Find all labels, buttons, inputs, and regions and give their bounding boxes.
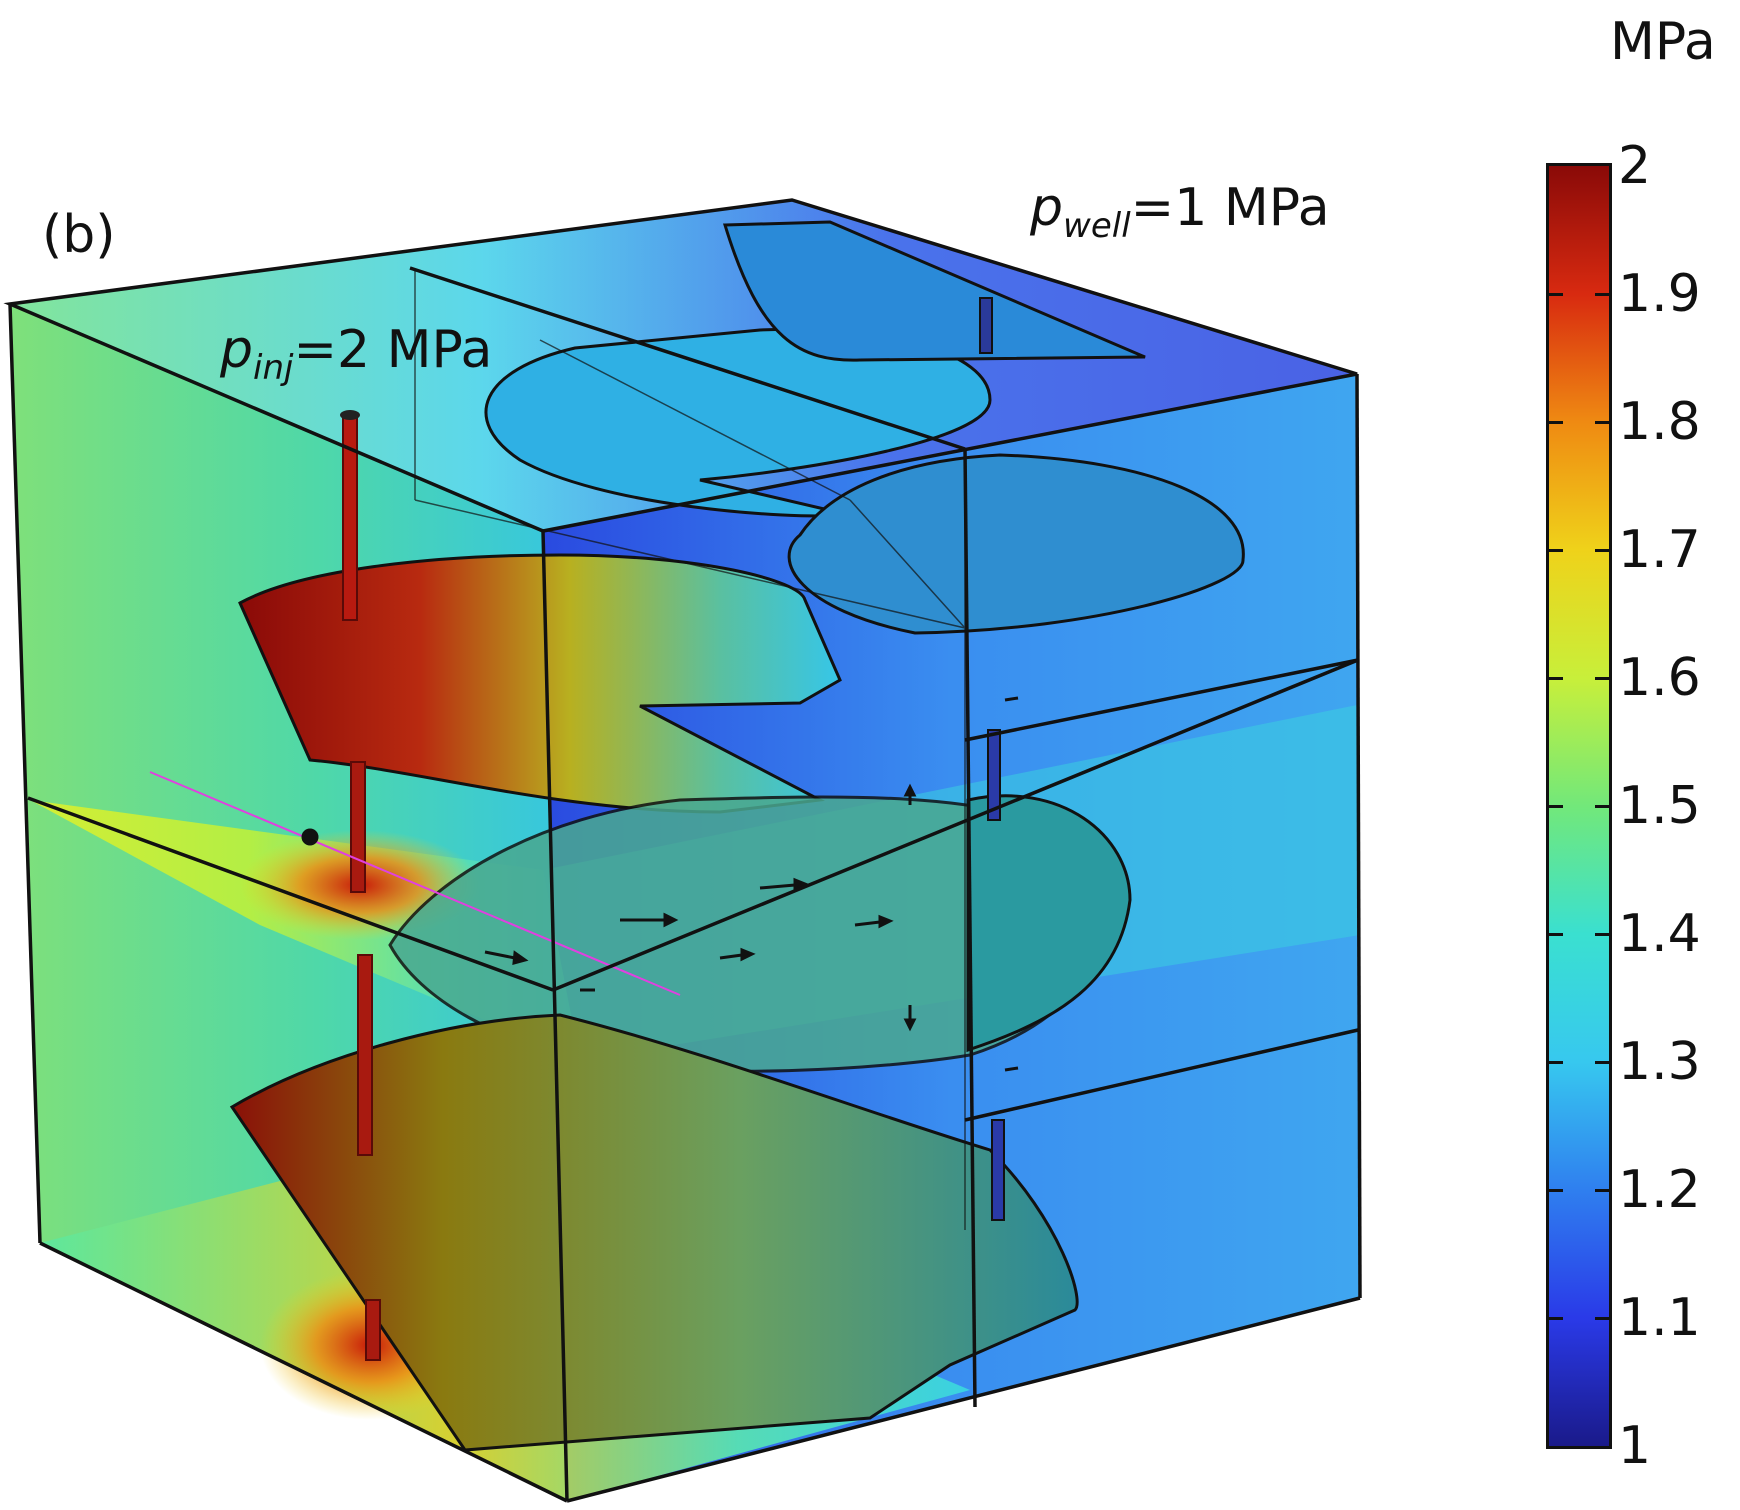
injection-well-top (340, 410, 360, 420)
colorbar-unit: MPa (1610, 12, 1716, 72)
fracture-upper-injection (238, 553, 842, 814)
colorbar-tick-label: 1.4 (1618, 904, 1701, 964)
well-symbol: p (1030, 178, 1064, 238)
cube-outline (3, 198, 1362, 1503)
well-value: =1 MPa (1130, 178, 1330, 238)
fracture-middle-right (966, 794, 1132, 1053)
colorbar-tick-label: 2 (1618, 136, 1652, 196)
colorbar-tick-mark (1549, 1061, 1563, 1064)
injection-line (149, 771, 681, 996)
fracture-lower-injection (229, 1013, 1079, 1452)
colorbar-tick-label: 1.1 (1618, 1288, 1701, 1348)
colorbar-tick-label: 1.6 (1618, 648, 1701, 708)
colorbar-tick-mark (1595, 677, 1609, 680)
injection-value: =2 MPa (293, 320, 493, 380)
colorbar-tick-mark (1549, 805, 1563, 808)
colorbar-tick-label: 1.2 (1618, 1160, 1701, 1220)
colorbar-tick-label: 1.7 (1618, 520, 1701, 580)
colorbar-tick-mark (1595, 805, 1609, 808)
injection-well-lower (357, 954, 373, 1156)
production-well-bottom (991, 1119, 1005, 1221)
injection-well-bottom (365, 1299, 381, 1361)
production-well-lower (987, 729, 1001, 821)
colorbar-tick-mark (1549, 549, 1563, 552)
colorbar-tick-label: 1.3 (1618, 1032, 1701, 1092)
panel-label: (b) (42, 205, 116, 265)
injection-subscript: inj (253, 348, 294, 388)
flow-arrows (301, 696, 1019, 1072)
colorbar-tick-mark (1595, 293, 1609, 296)
fracture-top-right (722, 220, 1146, 362)
colorbar-tick-mark (1595, 1061, 1609, 1064)
colorbar-tick-mark (1549, 293, 1563, 296)
well-subscript: well (1063, 206, 1131, 246)
colorbar-tick-label: 1.8 (1618, 392, 1701, 452)
colorbar-tick-mark (1595, 1189, 1609, 1192)
colorbar-tick-mark (1595, 933, 1609, 936)
colorbar-tick-mark (1595, 1317, 1609, 1320)
fracture-upper-right (787, 453, 1245, 635)
colorbar-tick-mark (1549, 677, 1563, 680)
well-pressure-label: pwell=1 MPa (1030, 178, 1330, 246)
production-well-top (979, 297, 993, 354)
colorbar-tick-label: 1.5 (1618, 776, 1701, 836)
colorbar-tick-mark (1549, 933, 1563, 936)
colorbar-tick-label: 1.9 (1618, 264, 1701, 324)
colorbar-tick-mark (1549, 421, 1563, 424)
colorbar-tick-mark (1595, 549, 1609, 552)
colorbar-tick-mark (1595, 421, 1609, 424)
colorbar-tick-label: 1 (1618, 1416, 1652, 1476)
colorbar-tick-mark (1549, 1317, 1563, 1320)
injection-pressure-label: pinj=2 MPa (220, 320, 493, 388)
colorbar-tick-mark (1549, 1189, 1563, 1192)
injection-symbol: p (220, 320, 254, 380)
injection-well-mid (350, 761, 366, 893)
